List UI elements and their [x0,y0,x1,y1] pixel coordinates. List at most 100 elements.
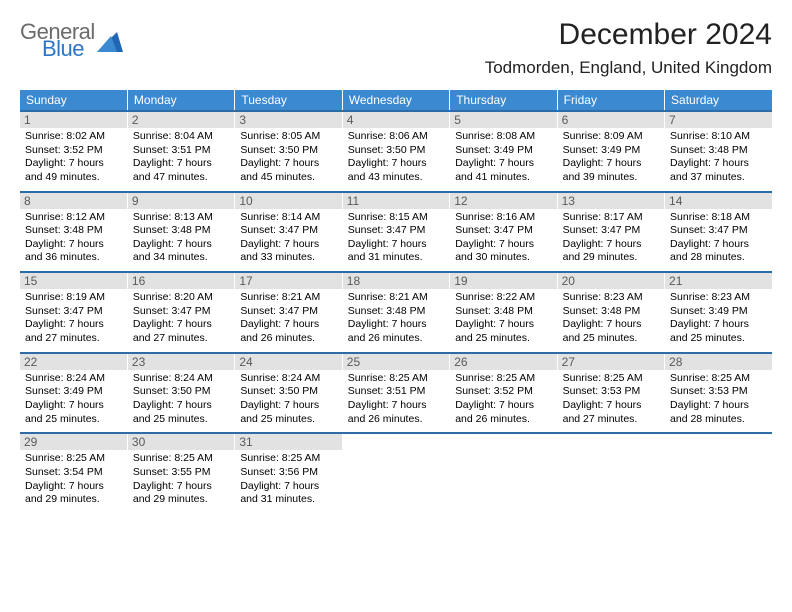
day-line-d2: and 25 minutes. [670,332,767,346]
day-line-sr: Sunrise: 8:20 AM [133,291,229,305]
day-details: Sunrise: 8:04 AMSunset: 3:51 PMDaylight:… [133,130,229,185]
day-line-d1: Daylight: 7 hours [25,480,122,494]
logo-text: General Blue [20,22,95,60]
day-details: Sunrise: 8:25 AMSunset: 3:55 PMDaylight:… [133,452,229,507]
day-line-sr: Sunrise: 8:19 AM [25,291,122,305]
day-line-ss: Sunset: 3:51 PM [133,144,229,158]
day-cell: 20Sunrise: 8:23 AMSunset: 3:48 PMDayligh… [557,272,664,353]
day-line-ss: Sunset: 3:54 PM [25,466,122,480]
weekday-tuesday: Tuesday [235,90,342,111]
day-details: Sunrise: 8:10 AMSunset: 3:48 PMDaylight:… [670,130,767,185]
day-line-sr: Sunrise: 8:24 AM [240,372,336,386]
day-cell: . [450,433,557,513]
week-row: 22Sunrise: 8:24 AMSunset: 3:49 PMDayligh… [20,353,772,434]
day-number: 16 [128,273,234,289]
day-line-ss: Sunset: 3:48 PM [670,144,767,158]
day-line-ss: Sunset: 3:48 PM [563,305,659,319]
day-line-ss: Sunset: 3:48 PM [133,224,229,238]
day-line-sr: Sunrise: 8:25 AM [563,372,659,386]
day-number: 18 [343,273,449,289]
day-line-sr: Sunrise: 8:23 AM [563,291,659,305]
day-cell: 3Sunrise: 8:05 AMSunset: 3:50 PMDaylight… [235,111,342,192]
day-line-sr: Sunrise: 8:21 AM [240,291,336,305]
day-line-d1: Daylight: 7 hours [133,399,229,413]
day-line-d1: Daylight: 7 hours [348,238,444,252]
week-row: 29Sunrise: 8:25 AMSunset: 3:54 PMDayligh… [20,433,772,513]
day-line-sr: Sunrise: 8:21 AM [348,291,444,305]
weekday-friday: Friday [557,90,664,111]
day-line-ss: Sunset: 3:50 PM [240,385,336,399]
day-details: Sunrise: 8:25 AMSunset: 3:56 PMDaylight:… [240,452,336,507]
day-line-ss: Sunset: 3:50 PM [240,144,336,158]
day-line-sr: Sunrise: 8:25 AM [25,452,122,466]
day-cell: . [342,433,449,513]
day-line-ss: Sunset: 3:52 PM [455,385,551,399]
day-number: 24 [235,354,341,370]
day-details: Sunrise: 8:12 AMSunset: 3:48 PMDaylight:… [25,211,122,266]
day-line-ss: Sunset: 3:49 PM [563,144,659,158]
day-line-d1: Daylight: 7 hours [670,318,767,332]
calendar-body: 1Sunrise: 8:02 AMSunset: 3:52 PMDaylight… [20,111,772,513]
day-cell: 8Sunrise: 8:12 AMSunset: 3:48 PMDaylight… [20,192,127,273]
weekday-thursday: Thursday [450,90,557,111]
day-line-sr: Sunrise: 8:22 AM [455,291,551,305]
day-line-d2: and 26 minutes. [348,413,444,427]
day-line-ss: Sunset: 3:47 PM [563,224,659,238]
day-line-sr: Sunrise: 8:15 AM [348,211,444,225]
day-line-ss: Sunset: 3:52 PM [25,144,122,158]
day-details: Sunrise: 8:05 AMSunset: 3:50 PMDaylight:… [240,130,336,185]
day-line-sr: Sunrise: 8:17 AM [563,211,659,225]
day-line-ss: Sunset: 3:49 PM [25,385,122,399]
day-cell: 30 Sunrise: 8:25 AMSunset: 3:55 PMDayligh… [127,433,234,513]
day-number: 28 [665,354,772,370]
day-line-d2: and 27 minutes. [25,332,122,346]
day-details: Sunrise: 8:17 AMSunset: 3:47 PMDaylight:… [563,211,659,266]
day-cell: 16Sunrise: 8:20 AMSunset: 3:47 PMDayligh… [127,272,234,353]
day-number: 30 [128,434,234,450]
day-line-d1: Daylight: 7 hours [563,318,659,332]
day-cell: 18Sunrise: 8:21 AMSunset: 3:48 PMDayligh… [342,272,449,353]
day-line-ss: Sunset: 3:50 PM [133,385,229,399]
day-cell: 14Sunrise: 8:18 AMSunset: 3:47 PMDayligh… [665,192,772,273]
day-line-ss: Sunset: 3:49 PM [670,305,767,319]
day-line-sr: Sunrise: 8:25 AM [348,372,444,386]
day-number: 17 [235,273,341,289]
location-text: Todmorden, England, United Kingdom [485,58,772,78]
day-line-d1: Daylight: 7 hours [348,157,444,171]
day-line-ss: Sunset: 3:56 PM [240,466,336,480]
day-details: Sunrise: 8:25 AMSunset: 3:54 PMDaylight:… [25,452,122,507]
header-row: General Blue December 2024 Todmorden, En… [20,18,772,78]
day-line-d1: Daylight: 7 hours [240,399,336,413]
day-line-sr: Sunrise: 8:16 AM [455,211,551,225]
day-line-sr: Sunrise: 8:08 AM [455,130,551,144]
day-details: Sunrise: 8:13 AMSunset: 3:48 PMDaylight:… [133,211,229,266]
day-line-d2: and 26 minutes. [455,413,551,427]
day-details: Sunrise: 8:15 AMSunset: 3:47 PMDaylight:… [348,211,444,266]
day-line-d2: and 27 minutes. [563,413,659,427]
day-cell: 19Sunrise: 8:22 AMSunset: 3:48 PMDayligh… [450,272,557,353]
day-line-d1: Daylight: 7 hours [133,157,229,171]
day-details: Sunrise: 8:25 AMSunset: 3:52 PMDaylight:… [455,372,551,427]
day-line-ss: Sunset: 3:47 PM [25,305,122,319]
logo-word-blue: Blue [42,39,95,60]
day-line-ss: Sunset: 3:47 PM [348,224,444,238]
day-cell: 27Sunrise: 8:25 AMSunset: 3:53 PMDayligh… [557,353,664,434]
day-line-d2: and 29 minutes. [563,251,659,265]
day-cell: 28Sunrise: 8:25 AMSunset: 3:53 PMDayligh… [665,353,772,434]
day-number: 21 [665,273,772,289]
day-line-d1: Daylight: 7 hours [25,318,122,332]
day-line-sr: Sunrise: 8:04 AM [133,130,229,144]
day-line-d1: Daylight: 7 hours [455,318,551,332]
day-line-sr: Sunrise: 8:12 AM [25,211,122,225]
day-line-d1: Daylight: 7 hours [348,318,444,332]
day-number: 1 [20,112,127,128]
day-line-d2: and 33 minutes. [240,251,336,265]
day-line-d1: Daylight: 7 hours [240,318,336,332]
day-line-d1: Daylight: 7 hours [563,157,659,171]
day-line-d1: Daylight: 7 hours [670,399,767,413]
day-cell: 23Sunrise: 8:24 AMSunset: 3:50 PMDayligh… [127,353,234,434]
day-line-d2: and 25 minutes. [240,413,336,427]
day-line-d2: and 43 minutes. [348,171,444,185]
day-line-d2: and 34 minutes. [133,251,229,265]
day-line-d1: Daylight: 7 hours [240,480,336,494]
